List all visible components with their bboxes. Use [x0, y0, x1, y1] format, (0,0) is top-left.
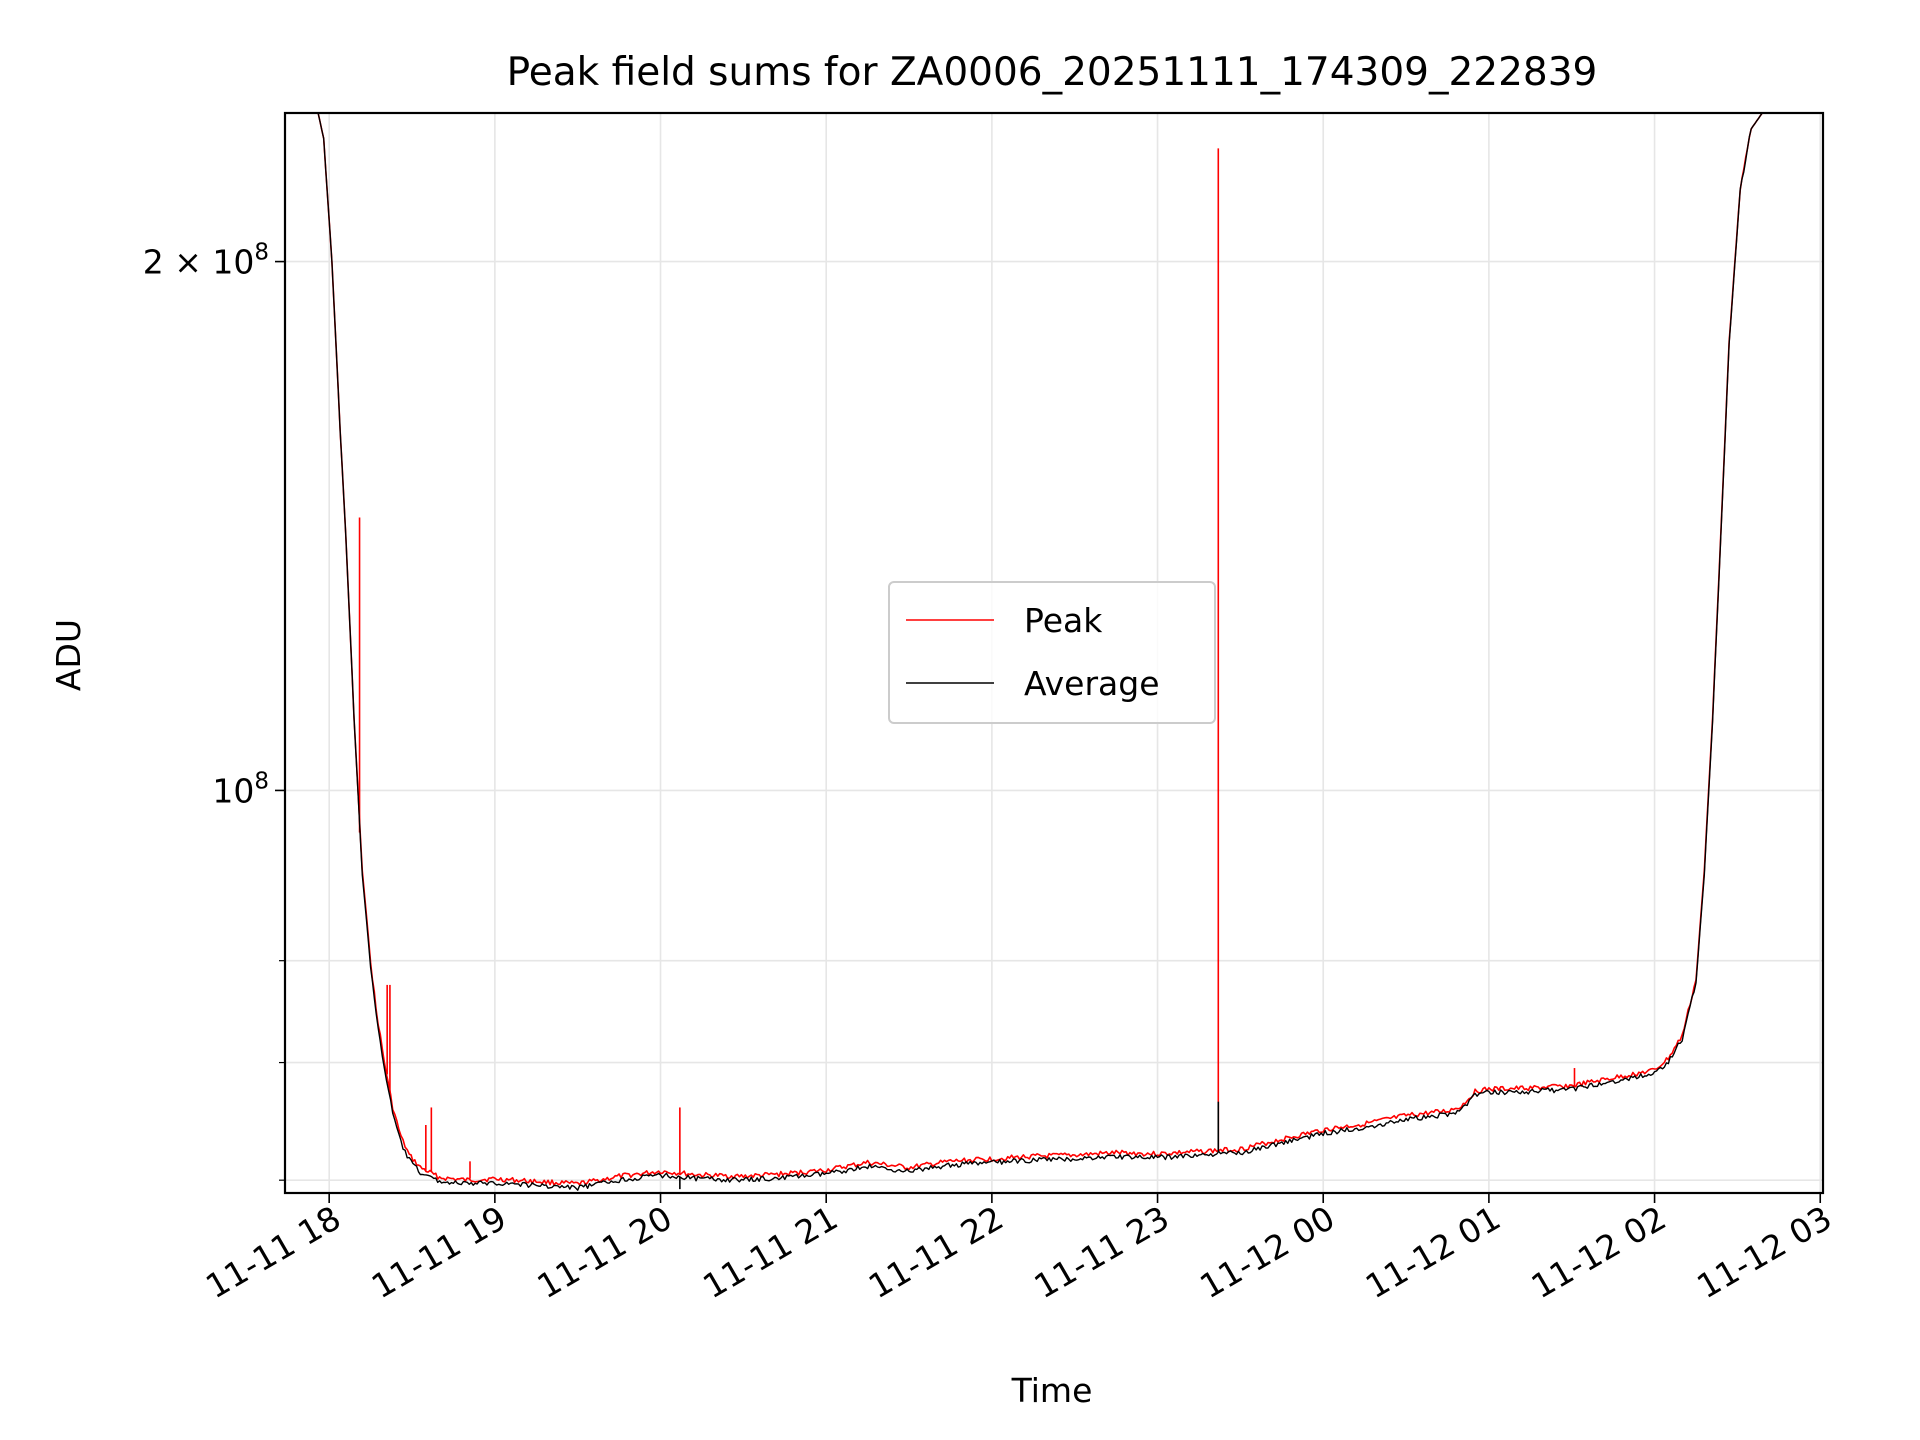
average-series-line [317, 113, 1823, 1191]
legend-box [888, 581, 1216, 724]
series-layer [317, 113, 1823, 1191]
legend-peak-label: Peak [1024, 601, 1103, 640]
y-tick-label: 108 [212, 768, 269, 810]
legend-average-label: Average [1024, 664, 1160, 703]
y-tick-label: 2 × 108 [143, 240, 269, 282]
legend: Peak Average [888, 581, 1216, 724]
plot-frame [283, 111, 1825, 1195]
x-axis-label: Time [1011, 1371, 1093, 1410]
y-axis-label: ADU [49, 619, 88, 691]
chart-title: Peak field sums for ZA0006_20251111_1743… [507, 50, 1598, 95]
grid [285, 113, 1823, 1193]
peak-series-line [317, 113, 1823, 1186]
